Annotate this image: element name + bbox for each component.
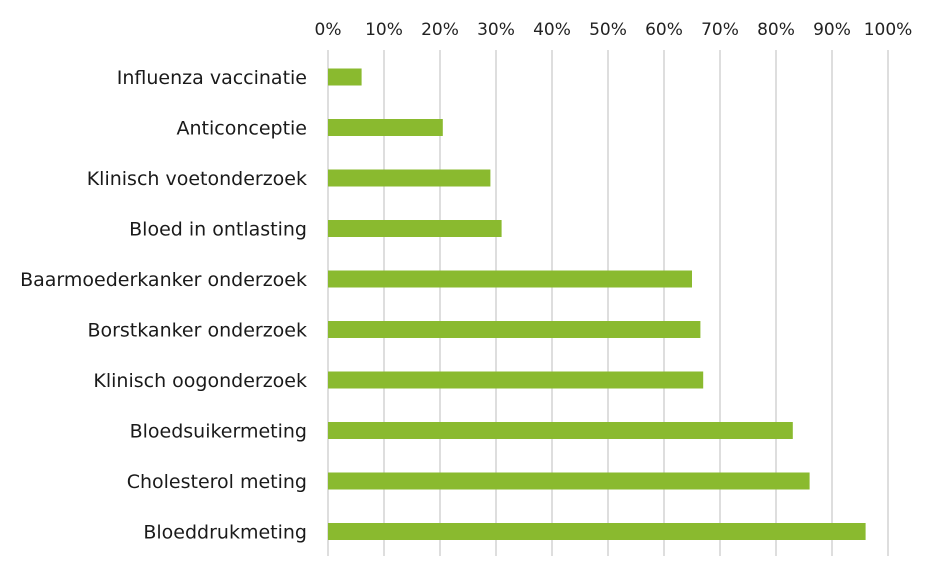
category-label: Bloed in ontlasting: [129, 219, 307, 241]
x-tick-label: 60%: [645, 20, 683, 40]
bar: [328, 68, 362, 86]
x-tick-label: 0%: [315, 20, 342, 40]
category-label: Klinisch oogonderzoek: [93, 370, 307, 392]
category-label: Influenza vaccinatie: [117, 67, 307, 89]
x-tick-label: 80%: [757, 20, 795, 40]
x-tick-label: 100%: [864, 20, 913, 40]
x-tick-label: 30%: [477, 20, 515, 40]
bar: [328, 523, 866, 540]
bar: [328, 220, 502, 237]
x-tick-label: 70%: [701, 20, 739, 40]
category-label: Baarmoederkanker onderzoek: [20, 269, 307, 291]
category-label: Klinisch voetonderzoek: [87, 168, 307, 190]
x-tick-label: 10%: [365, 20, 403, 40]
x-tick-label: 50%: [589, 20, 627, 40]
x-tick-label: 20%: [421, 20, 459, 40]
x-tick-label: 40%: [533, 20, 571, 40]
x-axis-ticks: 0% 10% 20% 30% 40% 50% 60% 70% 80% 90% 100%: [315, 20, 913, 40]
category-labels: Influenza vaccinatie Anticonceptie Klinisc…: [20, 67, 307, 544]
x-tick-label: 90%: [813, 20, 851, 40]
bars: [328, 68, 866, 540]
bar: [328, 371, 704, 389]
category-label: Anticonceptie: [177, 118, 308, 140]
bar: [328, 270, 692, 288]
category-label: Bloedsuikermeting: [130, 421, 307, 443]
bar: [328, 169, 491, 187]
category-label: Borstkanker onderzoek: [87, 320, 307, 342]
bar: [328, 472, 810, 490]
bar: [328, 321, 701, 338]
bar: [328, 119, 443, 136]
bar: [328, 422, 793, 439]
category-label: Bloeddrukmeting: [143, 522, 307, 544]
category-label: Cholesterol meting: [127, 471, 307, 493]
